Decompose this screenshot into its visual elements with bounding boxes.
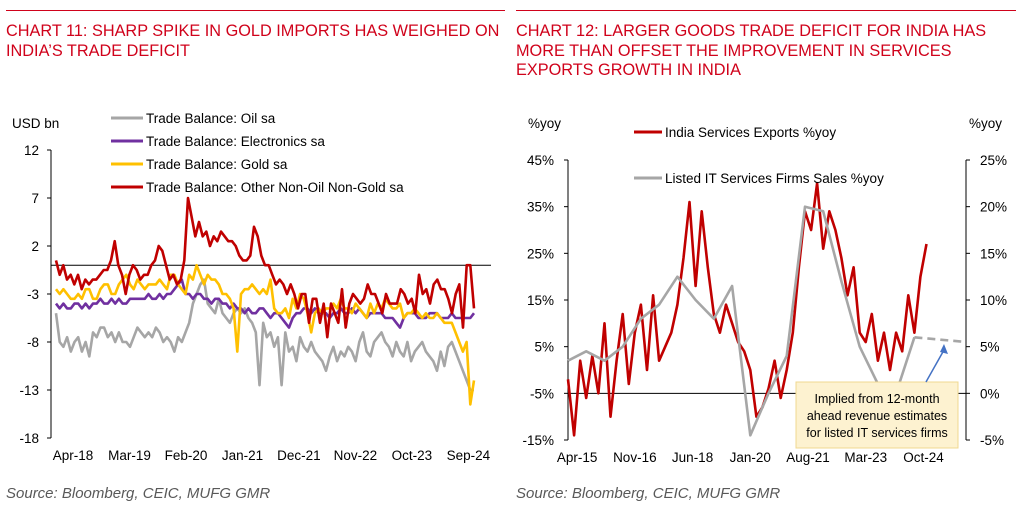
x-tick-label: Mar-19 (108, 448, 151, 463)
x-tick-label: Nov-16 (613, 450, 657, 465)
x-tick-label: Apr-15 (557, 450, 598, 465)
series-line (566, 182, 928, 437)
y-tick-label: -8 (27, 335, 39, 350)
legend-label: Trade Balance: Gold sa (146, 157, 288, 172)
y-tick-label-right: 5% (980, 340, 1000, 355)
source-note: Source: Bloomberg, CEIC, MUFG GMR (6, 485, 271, 502)
y-tick-label: -3 (27, 287, 39, 302)
y-tick-label-left: 45% (527, 153, 554, 168)
x-tick-label: Jan-21 (222, 448, 263, 463)
x-tick-label: Oct-23 (392, 448, 433, 463)
annotation-text: Implied from 12-month (814, 392, 939, 406)
annotation-arrowhead (940, 344, 948, 354)
legend-label: Listed IT Services Firms Sales %yoy (665, 171, 884, 186)
annotation-arrow (925, 349, 945, 383)
y-tick-label: -18 (19, 431, 39, 446)
y-tick-label-left: -5% (530, 386, 554, 401)
x-tick-label: Jun-18 (672, 450, 713, 465)
y-tick-label-right: 0% (980, 386, 1000, 401)
chart-12-panel: CHART 12: LARGER GOODS TRADE DEFICIT FOR… (516, 0, 1016, 511)
x-tick-label: Oct-24 (903, 450, 944, 465)
chart-title: CHART 11: SHARP SPIKE IN GOLD IMPORTS HA… (6, 22, 500, 60)
y-tick-label-right: -5% (980, 433, 1004, 448)
chart-title: CHART 12: LARGER GOODS TRADE DEFICIT FOR… (516, 22, 987, 79)
y-tick-label: 2 (31, 239, 39, 254)
legend-label: India Services Exports %yoy (665, 125, 836, 140)
series-line (567, 205, 916, 437)
legend-label: Trade Balance: Other Non-Oil Non-Gold sa (146, 180, 404, 195)
chart-11-svg: USD bn 12 7 2 -3 -8 -13 -18 Apr-18 Mar-19 Feb-20 Ja… (12, 111, 491, 463)
y-tick-label: 12 (24, 143, 39, 158)
x-tick-label: Aug-21 (786, 450, 830, 465)
series-line (54, 278, 474, 392)
y-tick-label-left: 15% (527, 293, 554, 308)
source-note: Source: Bloomberg, CEIC, MUFG GMR (516, 485, 781, 502)
x-tick-label: Nov-22 (334, 448, 378, 463)
series-line-implied (914, 336, 967, 344)
legend-label: Trade Balance: Electronics sa (146, 134, 325, 149)
y-tick-label-right: 25% (980, 153, 1007, 168)
y-tick-label: -13 (19, 383, 39, 398)
x-tick-label: Sep-24 (447, 448, 491, 463)
y-tick-label-right: 20% (980, 200, 1007, 215)
y-tick-label-left: 5% (534, 340, 554, 355)
x-tick-label: Dec-21 (277, 448, 321, 463)
annotation-text: ahead revenue estimates (807, 409, 947, 423)
title-rule (6, 10, 505, 11)
y-axis-label-left: %yoy (528, 116, 561, 131)
x-tick-label: Jan-20 (730, 450, 771, 465)
y-tick-label-left: 25% (527, 246, 554, 261)
title-rule (516, 10, 1016, 11)
y-axis-label: USD bn (12, 116, 59, 131)
chart-12-svg: %yoy %yoy 45% 35% 25% 15% 5% -5% -15% 25% 20% 15% 10… (522, 116, 1007, 465)
legend-label: Trade Balance: Oil sa (146, 111, 276, 126)
annotation-text: for listed IT services firms (806, 426, 947, 440)
series-line (54, 263, 476, 406)
y-axis-label-right: %yoy (969, 116, 1002, 131)
x-tick-label: Apr-18 (53, 448, 94, 463)
series-line (54, 196, 476, 339)
chart-11-panel: CHART 11: SHARP SPIKE IN GOLD IMPORTS HA… (6, 0, 505, 511)
y-tick-label-left: -15% (522, 433, 554, 448)
x-tick-label: Mar-23 (844, 450, 887, 465)
y-tick-label-left: 35% (527, 200, 554, 215)
y-tick-label-right: 15% (980, 246, 1007, 261)
x-tick-label: Feb-20 (165, 448, 208, 463)
annotation-box (795, 381, 959, 449)
y-tick-label: 7 (31, 191, 39, 206)
y-tick-label-right: 10% (980, 293, 1007, 308)
